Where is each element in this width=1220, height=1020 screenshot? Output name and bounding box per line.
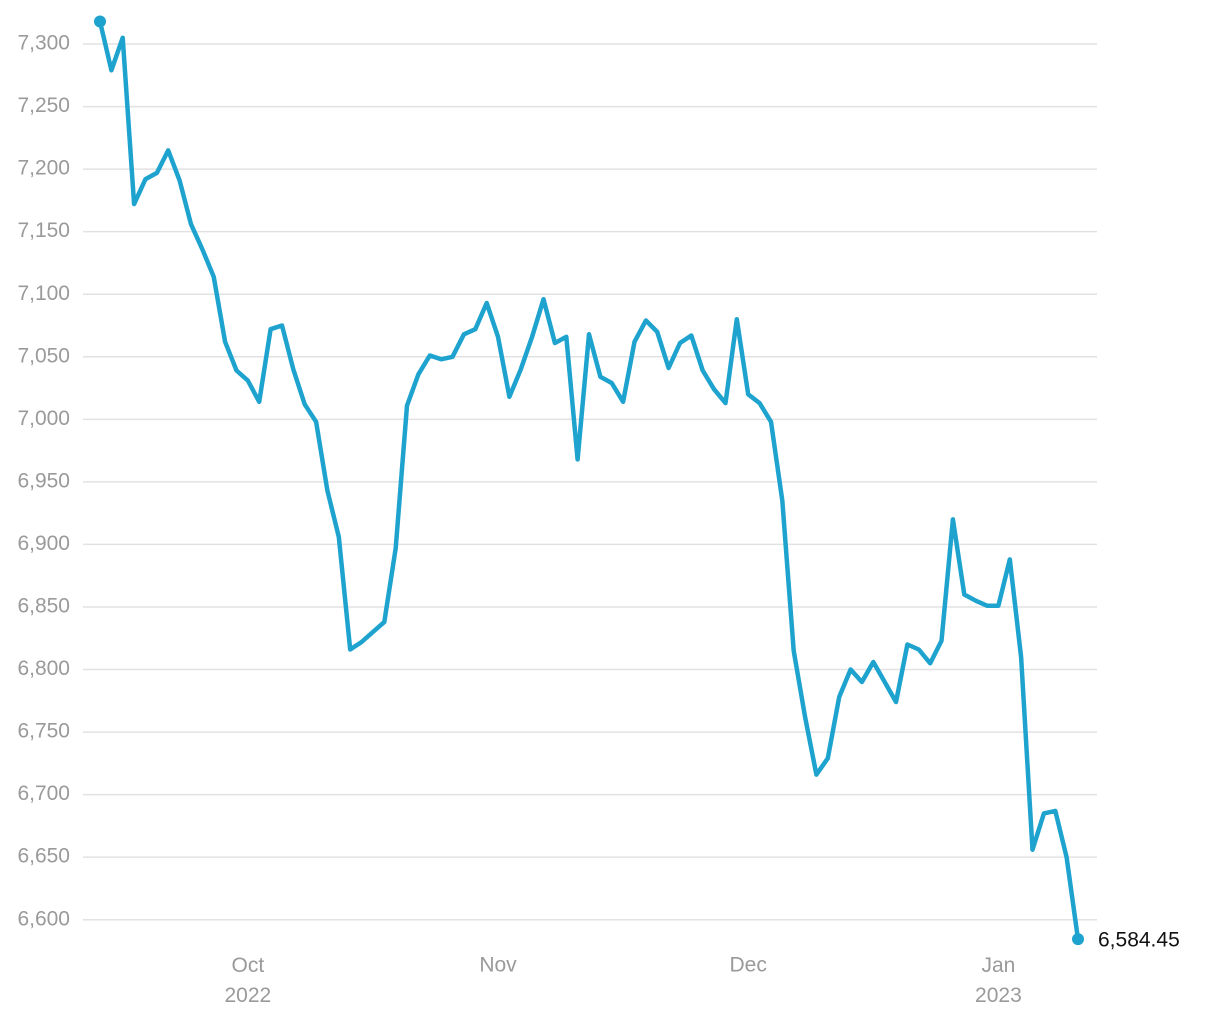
y-tick-label: 6,700 bbox=[17, 782, 70, 805]
y-tick-label: 6,650 bbox=[17, 845, 70, 868]
x-tick-label: Dec bbox=[730, 954, 767, 977]
x-tick-label: Jan 2023 bbox=[975, 954, 1022, 1007]
y-tick-label: 7,250 bbox=[17, 94, 70, 117]
y-tick-label: 7,000 bbox=[17, 407, 70, 430]
end-label: 6,584.45 bbox=[1098, 929, 1180, 952]
x-tick-label: Oct 2022 bbox=[224, 954, 271, 1007]
y-tick-label: 7,300 bbox=[17, 32, 70, 55]
y-tick-label: 6,950 bbox=[17, 469, 70, 492]
end-marker bbox=[94, 15, 106, 28]
y-tick-label: 7,150 bbox=[17, 219, 70, 242]
x-tick-label: Nov bbox=[479, 954, 517, 977]
line bbox=[97, 19, 1081, 942]
y-tick-label: 6,750 bbox=[17, 720, 70, 743]
y-tick-label: 7,100 bbox=[17, 282, 70, 305]
y-tick-label: 6,900 bbox=[17, 532, 70, 555]
end-marker bbox=[1072, 933, 1084, 946]
y-tick-label: 7,200 bbox=[17, 157, 70, 180]
y-tick-label: 6,800 bbox=[17, 657, 70, 680]
y-tick-label: 6,850 bbox=[17, 595, 70, 618]
y-tick-label: 7,050 bbox=[17, 344, 70, 367]
y-tick-label: 6,600 bbox=[17, 907, 70, 930]
